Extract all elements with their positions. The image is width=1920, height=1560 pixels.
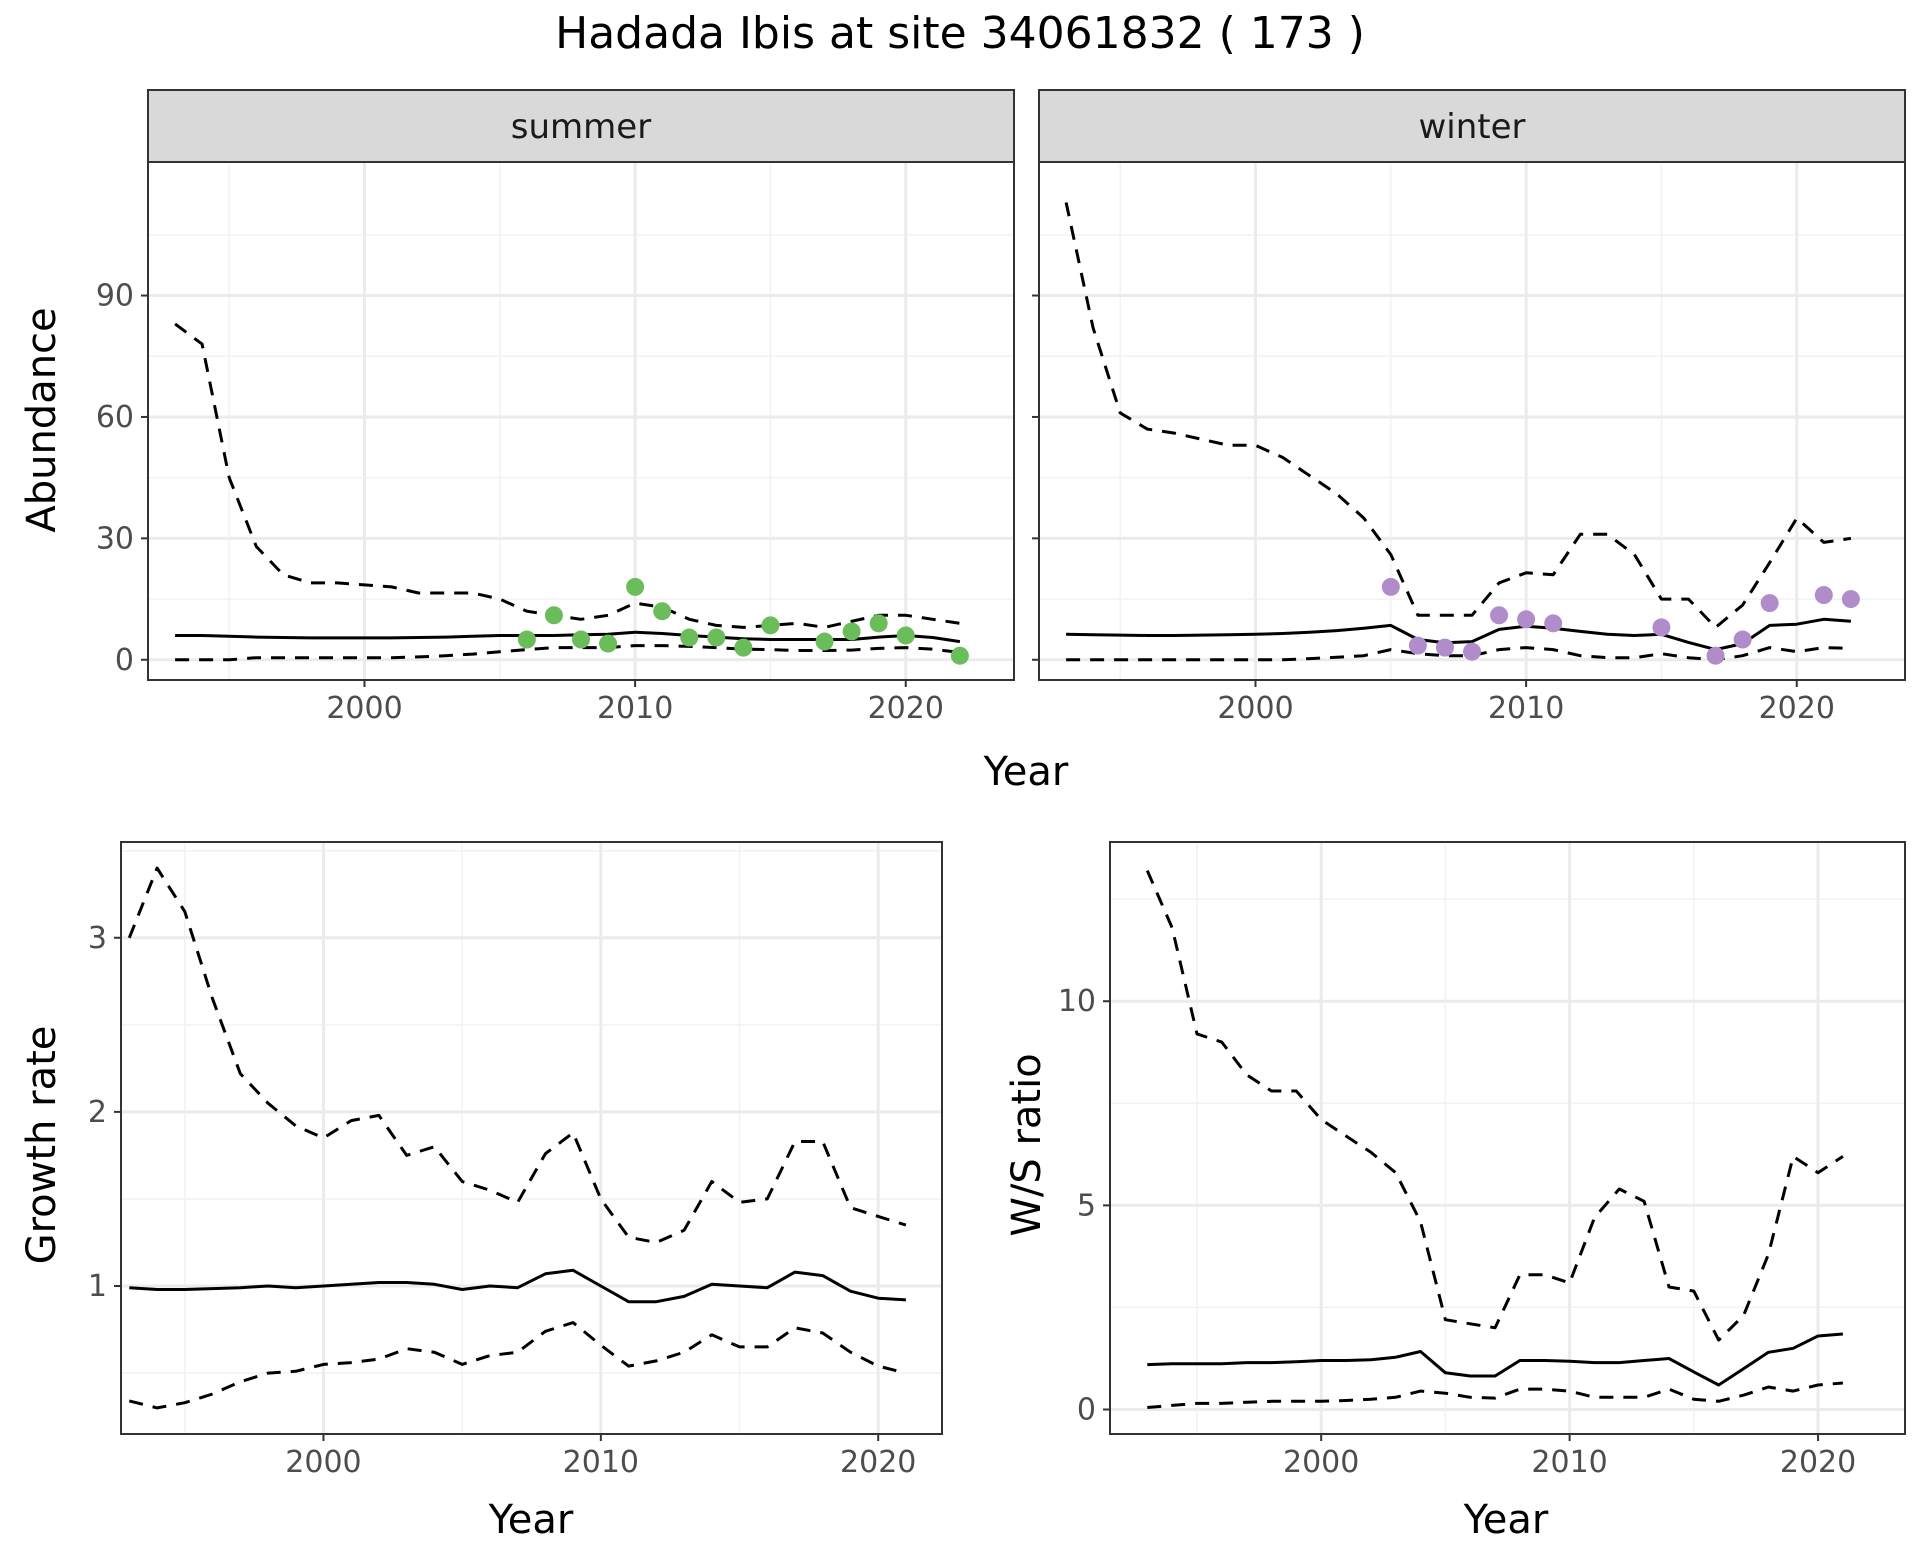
y-tick-label: 1 — [88, 1269, 107, 1304]
summer-plot-area — [148, 162, 1014, 680]
x-tick-label: 2000 — [1217, 691, 1293, 726]
x-tick-label: 2020 — [1780, 1445, 1856, 1480]
y-tick-label: 2 — [88, 1095, 107, 1130]
summer-observed-point — [842, 622, 861, 641]
figure-title: Hadada Ibis at site 34061832 ( 173 ) — [555, 8, 1365, 59]
growth-rate-panel: 2000 2010 2020 1 2 3 — [88, 841, 943, 1480]
summer-observed-point — [869, 614, 888, 633]
ws_ratio-lower-line — [1147, 1381, 1844, 1409]
summer-observed-point — [653, 602, 672, 621]
summer-observed-point — [896, 626, 915, 645]
winter-observed-point — [1814, 586, 1833, 605]
abundance-y-axis-title: Abundance — [19, 307, 65, 532]
ws-ratio-panel: 2000 2010 2020 0 5 10 — [1058, 841, 1906, 1480]
ws_ratio-panel-border — [1109, 841, 1906, 1435]
summer-observed-point — [950, 646, 969, 665]
growth-panel-border — [120, 841, 943, 1435]
ws-x-axis-title: Year — [1463, 1497, 1549, 1543]
summer-observed-point — [572, 630, 590, 649]
growth-plot-area — [121, 842, 942, 1434]
summer-observed-point — [815, 632, 834, 651]
y-tick-label: 60 — [96, 400, 134, 435]
y-tick-label: 90 — [96, 279, 134, 314]
x-tick-label: 2020 — [868, 691, 944, 726]
summer-panel: summer 2000 2010 2020 0 30 60 90 — [96, 89, 1015, 726]
winter-observed-point — [1760, 594, 1779, 613]
winter-panel-border — [1038, 161, 1906, 681]
winter-observed-point — [1517, 610, 1536, 629]
growth-upper-line — [127, 866, 907, 1244]
x-tick-label: 2010 — [1488, 691, 1564, 726]
winter-strip-label: winter — [1418, 107, 1525, 147]
winter-observed-point — [1490, 606, 1509, 625]
y-tick-label: 0 — [1077, 1393, 1096, 1428]
x-tick-label: 2010 — [597, 691, 673, 726]
y-tick-label: 30 — [96, 521, 134, 556]
winter-strip — [1038, 89, 1906, 163]
summer-strip — [147, 89, 1015, 163]
ws_ratio-mean-line — [1147, 1332, 1844, 1387]
y-tick-label: 3 — [88, 921, 107, 956]
y-tick-label: 10 — [1058, 984, 1096, 1019]
x-tick-label: 2020 — [1759, 691, 1835, 726]
y-tick-label: 5 — [1077, 1188, 1096, 1223]
top-x-axis-title: Year — [983, 749, 1069, 795]
summer-observed-point — [734, 638, 753, 657]
winter-observed-point — [1544, 614, 1563, 633]
x-tick-label: 2000 — [1283, 1445, 1359, 1480]
summer-observed-point — [544, 606, 563, 625]
winter-observed-point — [1381, 577, 1400, 596]
winter-panel: winter 2000 2010 2020 — [1032, 89, 1906, 726]
x-tick-label: 2020 — [840, 1445, 916, 1480]
summer-observed-point — [517, 630, 536, 649]
x-tick-label: 2010 — [563, 1445, 639, 1480]
summer-upper-line — [174, 322, 961, 629]
x-tick-label: 2000 — [285, 1445, 361, 1480]
summer-panel-border — [147, 161, 1015, 681]
winter-observed-point — [1706, 646, 1725, 665]
winter-observed-point — [1652, 618, 1671, 637]
winter-observed-point — [1733, 630, 1752, 649]
growth-y-axis-title: Growth rate — [19, 1026, 65, 1265]
summer-observed-point — [680, 628, 699, 647]
x-tick-label: 2000 — [326, 691, 402, 726]
ws_ratio-plot-area — [1110, 842, 1905, 1434]
winter-observed-point — [1408, 636, 1427, 655]
winter-upper-line — [1064, 202, 1852, 629]
summer-observed-point — [707, 628, 726, 647]
winter-observed-point — [1463, 642, 1481, 661]
ws-y-axis-title: W/S ratio — [1004, 1053, 1050, 1236]
growth-x-axis-title: Year — [488, 1497, 574, 1543]
winter-observed-point — [1841, 590, 1860, 609]
winter-observed-point — [1435, 638, 1454, 657]
y-tick-label: 0 — [115, 643, 134, 678]
summer-observed-point — [626, 577, 645, 596]
summer-observed-point — [599, 634, 618, 653]
x-tick-label: 2010 — [1531, 1445, 1607, 1480]
summer-lower-line — [175, 644, 961, 662]
summer-strip-label: summer — [511, 107, 651, 147]
winter-plot-area — [1039, 162, 1905, 680]
summer-observed-point — [761, 616, 780, 635]
ws_ratio-upper-line — [1145, 870, 1844, 1342]
growth-mean-line — [129, 1268, 906, 1304]
